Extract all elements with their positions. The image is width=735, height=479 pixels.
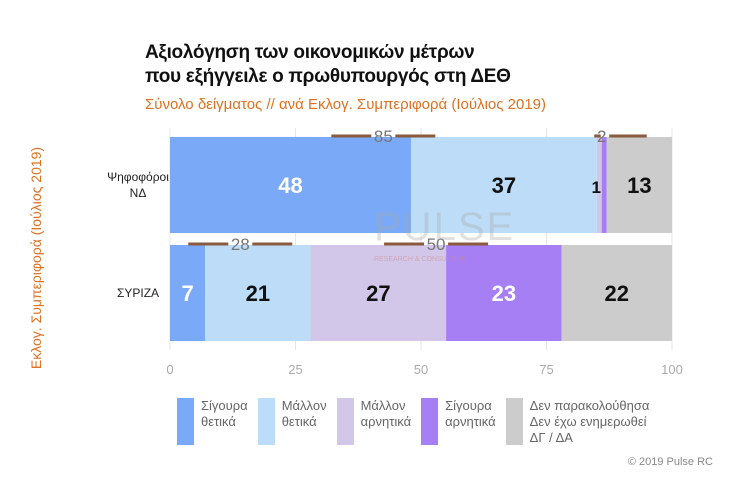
x-tick-label: 0 — [166, 362, 173, 377]
legend-label: Μάλλον αρνητικά — [360, 398, 412, 429]
data-label: 7 — [181, 281, 193, 306]
legend-item: Μάλλον θετικά — [257, 398, 327, 446]
title-line-1: Αξιολόγηση των οικονομικών μέτρων — [145, 42, 475, 63]
data-label: 27 — [366, 281, 390, 306]
legend-label: Μάλλον θετικά — [281, 398, 327, 429]
bar-segment — [170, 137, 411, 233]
legend-label: Δεν παρακολούθησα Δεν έχω ενημερωθεί ΔΓ / … — [529, 398, 650, 445]
watermark-subtext: RESEARCH & CONSULTING — [374, 256, 467, 263]
legend-label: Σίγουρα αρνητικά — [445, 398, 496, 429]
x-tick-label: 100 — [661, 362, 683, 377]
category-label: ΣΥΡΙΖΑ — [117, 286, 159, 300]
legend-item: Μάλλον αρνητικά — [336, 398, 412, 446]
bar-segment — [410, 137, 597, 233]
data-label: 37 — [492, 173, 516, 198]
chart-title: Αξιολόγηση των οικονομικών μέτρων που εξή… — [145, 41, 511, 89]
bar-segment — [205, 245, 311, 341]
bar-segment — [601, 137, 607, 233]
annotation-label: 50 — [427, 235, 446, 254]
watermark-logo: PULSE — [374, 205, 516, 249]
data-label: 22 — [605, 281, 629, 306]
legend-swatch — [177, 398, 194, 445]
x-tick-label: 25 — [288, 362, 302, 377]
bar-segment — [561, 245, 672, 341]
data-label: 1 — [591, 178, 600, 197]
legend-item: Σίγουρα θετικά — [177, 398, 248, 446]
legend-label: Σίγουρα θετικά — [201, 398, 248, 429]
data-label: 48 — [278, 173, 302, 198]
category-label: ΝΔ — [130, 186, 147, 200]
bar-segment — [596, 137, 602, 233]
legend-swatch — [421, 398, 439, 445]
bar-segment — [606, 137, 672, 233]
x-tick-label: 50 — [414, 362, 428, 377]
annotation-label: 2 — [597, 127, 606, 146]
legend-item: Σίγουρα αρνητικά — [421, 398, 496, 446]
data-label: 21 — [246, 281, 270, 306]
bar-segment — [446, 245, 562, 341]
bar-segment — [170, 245, 206, 341]
copyright: © 2019 Pulse RC — [627, 456, 713, 468]
title-line-2: που εξήγγειλε ο πρωθυπουργός στη ΔΕΘ — [145, 66, 511, 87]
legend-swatch — [257, 398, 275, 445]
legend-item: Δεν παρακολούθησα Δεν έχω ενημερωθεί ΔΓ / … — [505, 398, 650, 446]
bar-segment — [310, 245, 447, 341]
chart-subtitle: Σύνολο δείγματος // ανά Εκλογ. Συμπεριφο… — [145, 96, 547, 113]
category-label: Ψηφοφόροι — [107, 170, 169, 184]
data-label: 23 — [492, 281, 516, 306]
annotation-label: 28 — [231, 235, 250, 254]
x-tick-label: 75 — [539, 362, 553, 377]
annotation-label: 85 — [374, 127, 393, 146]
legend-swatch — [505, 398, 523, 445]
legend: Σίγουρα θετικά Μάλλον θετικά Μάλλον αρνητικά Σ… — [177, 398, 649, 446]
legend-swatch — [336, 398, 354, 445]
data-label: 13 — [627, 173, 651, 198]
